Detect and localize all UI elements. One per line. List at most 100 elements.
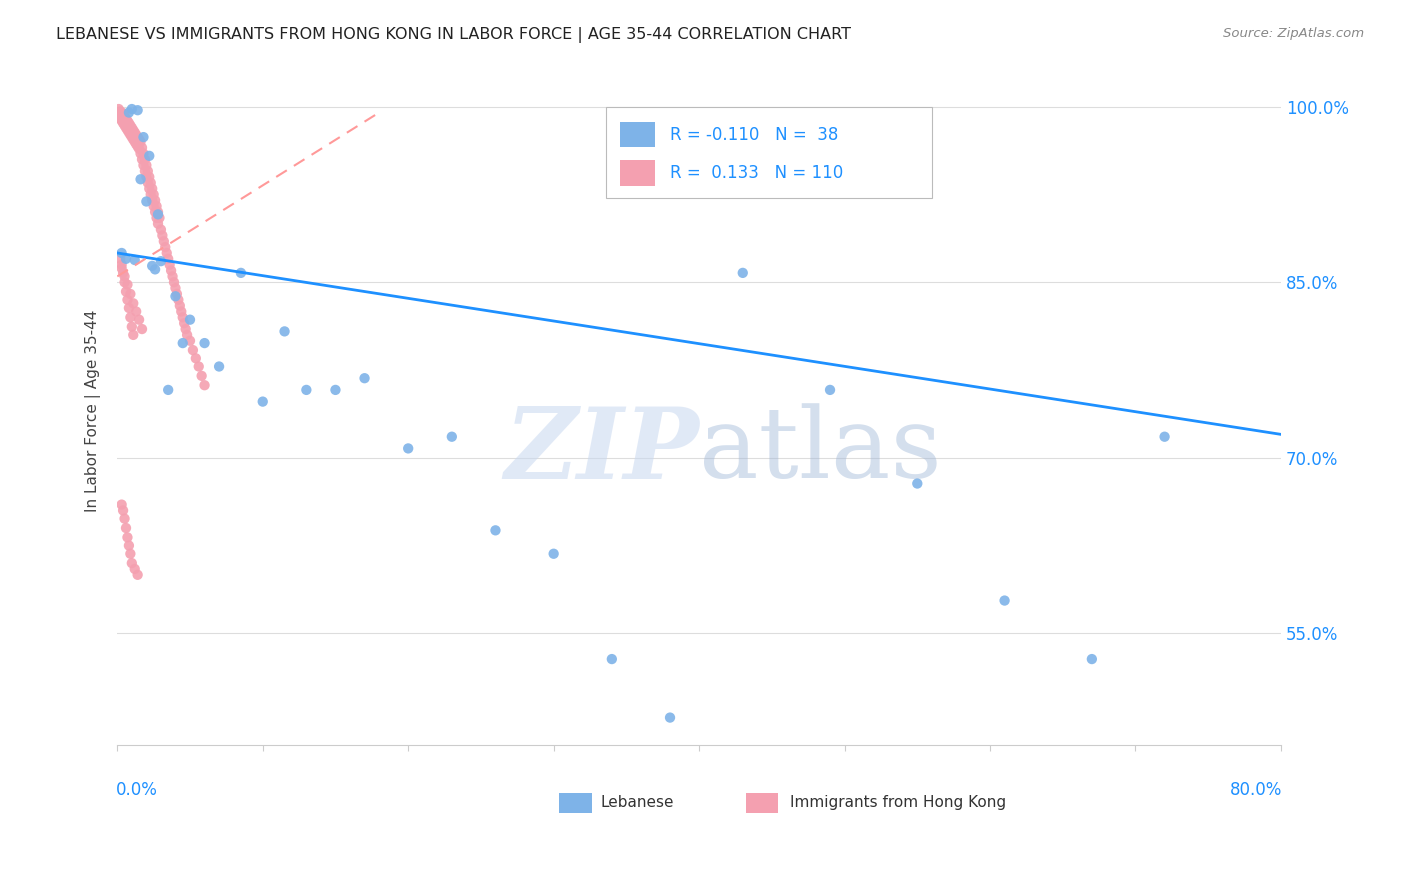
Point [120,310,142,325]
Point [129,172,152,186]
Point [121,102,143,116]
Point [135,194,157,209]
Text: 0.0%: 0.0% [117,781,157,799]
Point [138,169,160,184]
Point [184,351,207,366]
Point [252,394,274,409]
Point [146,217,169,231]
Point [143,194,166,208]
Point [153,234,176,248]
Point [142,199,165,213]
Point [173,316,195,330]
Point [114,275,136,289]
Point [127,567,149,582]
Point [112,116,135,130]
Point [157,252,180,266]
Text: Source: ZipAtlas.com: Source: ZipAtlas.com [1223,27,1364,40]
Point [117,113,139,128]
Point [112,266,135,280]
Point [122,296,145,310]
Point [179,334,201,348]
Point [138,181,160,195]
Point [167,293,190,307]
Point [731,266,754,280]
Point [1081,652,1104,666]
Point [143,262,166,277]
Point [187,359,209,374]
Point [120,128,142,142]
Text: Lebanese: Lebanese [600,795,673,810]
Point [149,222,172,236]
Point [135,169,157,184]
Point [146,205,169,219]
Point [122,327,145,342]
Point [121,120,143,135]
Point [179,312,201,326]
Point [165,289,187,303]
Point [135,158,157,172]
Point [115,120,138,135]
Point [111,258,134,272]
Point [117,293,139,307]
Point [118,125,141,139]
Point [145,211,167,225]
Point [111,105,134,120]
Point [145,199,167,213]
Point [157,383,180,397]
Point [150,228,173,243]
Point [131,322,153,336]
Point [114,269,136,284]
Point [117,277,139,292]
Point [193,336,215,351]
Point [169,299,191,313]
Bar [560,792,592,813]
Y-axis label: In Labor Force | Age 35-44: In Labor Force | Age 35-44 [86,310,101,512]
Point [138,149,160,163]
Point [125,137,148,152]
Point [273,325,295,339]
Point [122,132,145,146]
Point [111,261,134,276]
Point [129,135,152,149]
Point [115,112,138,126]
Text: 80.0%: 80.0% [1230,781,1282,799]
Point [1153,430,1175,444]
Point [160,263,183,277]
Point [163,275,186,289]
Point [141,181,163,195]
Point [112,503,135,517]
Point [139,187,162,202]
Point [132,130,155,145]
Point [142,187,165,202]
Point [148,211,170,225]
Point [166,287,188,301]
Point [117,123,139,137]
Point [229,266,252,280]
Point [121,319,143,334]
Point [115,521,138,535]
Point [121,130,143,145]
Point [132,146,155,161]
Bar [745,792,779,813]
Point [295,383,318,397]
Point [181,343,204,358]
Point [172,310,194,325]
Point [818,383,841,397]
Point [208,359,231,374]
Point [111,246,134,260]
Point [115,252,138,266]
Point [114,119,136,133]
Point [143,205,166,219]
Point [159,258,181,272]
Point [118,539,141,553]
Point [108,112,131,126]
Point [127,103,149,118]
Text: atlas: atlas [699,403,942,499]
Point [146,207,169,221]
Point [107,102,129,116]
Point [165,281,187,295]
Point [600,652,623,666]
Point [114,109,136,123]
Point [107,108,129,122]
Point [128,312,150,326]
